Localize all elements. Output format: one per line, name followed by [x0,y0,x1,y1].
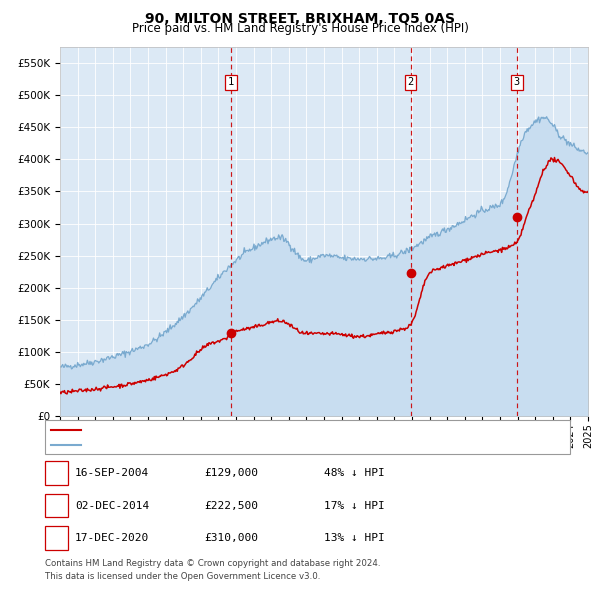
Text: HPI: Average price, detached house, Torbay: HPI: Average price, detached house, Torb… [87,440,325,450]
Text: 02-DEC-2014: 02-DEC-2014 [75,501,149,510]
Text: 1: 1 [53,468,60,478]
Text: 1: 1 [228,77,234,87]
Text: 3: 3 [514,77,520,87]
Text: 90, MILTON STREET, BRIXHAM, TQ5 0AS: 90, MILTON STREET, BRIXHAM, TQ5 0AS [145,12,455,26]
Text: £129,000: £129,000 [204,468,258,478]
Text: 16-SEP-2004: 16-SEP-2004 [75,468,149,478]
Text: 17-DEC-2020: 17-DEC-2020 [75,533,149,543]
Text: 2: 2 [53,501,60,510]
Text: 17% ↓ HPI: 17% ↓ HPI [324,501,385,510]
Text: Contains HM Land Registry data © Crown copyright and database right 2024.
This d: Contains HM Land Registry data © Crown c… [45,559,380,581]
Text: £222,500: £222,500 [204,501,258,510]
Text: 2: 2 [407,77,414,87]
Text: 13% ↓ HPI: 13% ↓ HPI [324,533,385,543]
Text: 48% ↓ HPI: 48% ↓ HPI [324,468,385,478]
Text: 3: 3 [53,533,60,543]
Text: Price paid vs. HM Land Registry's House Price Index (HPI): Price paid vs. HM Land Registry's House … [131,22,469,35]
Text: £310,000: £310,000 [204,533,258,543]
Text: 90, MILTON STREET, BRIXHAM, TQ5 0AS (detached house): 90, MILTON STREET, BRIXHAM, TQ5 0AS (det… [87,425,405,435]
